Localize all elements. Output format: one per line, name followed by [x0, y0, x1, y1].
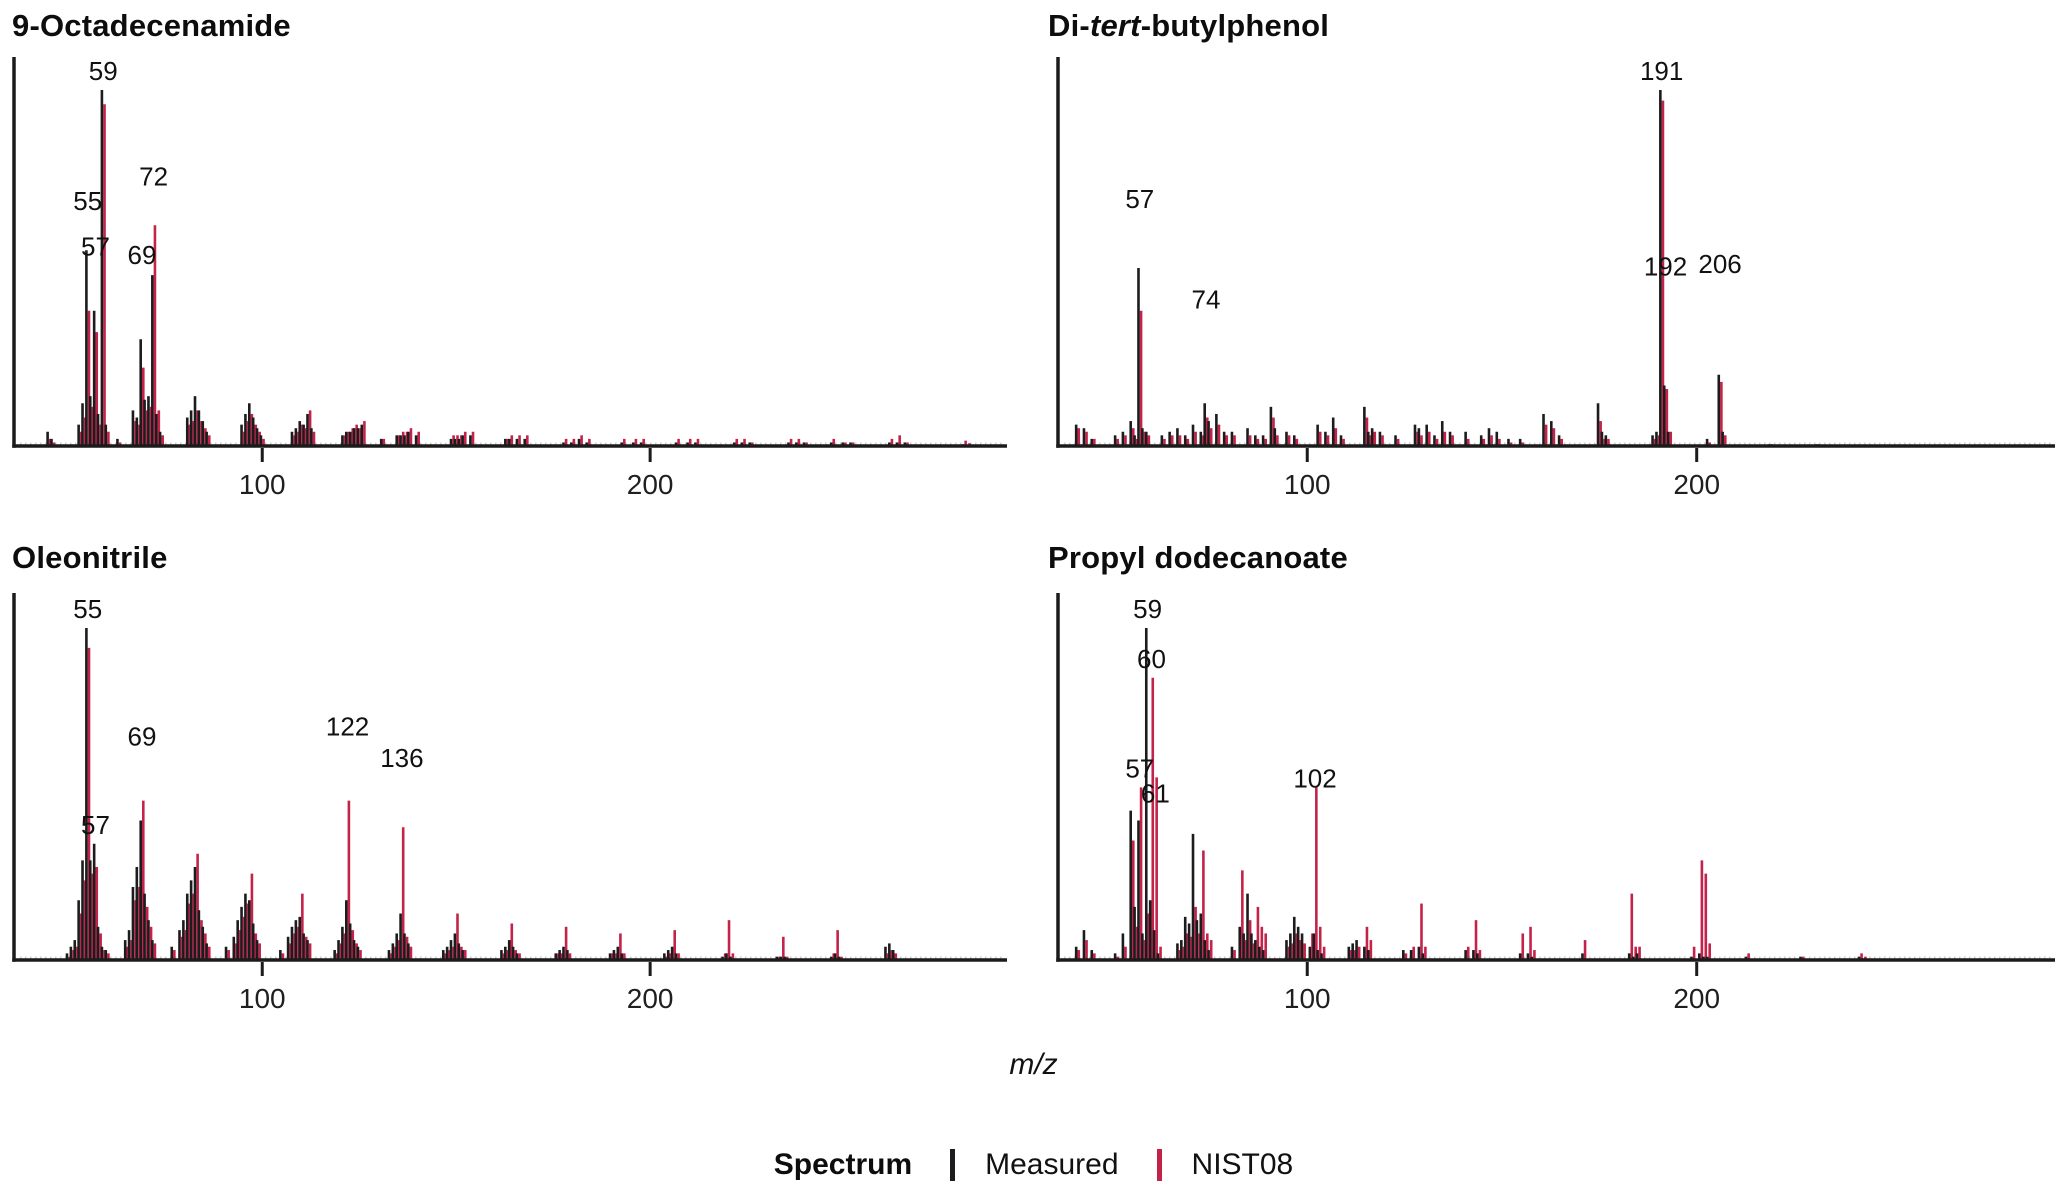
title-italic-text: tert	[1089, 8, 1141, 43]
peak-label: 74	[1192, 284, 1221, 314]
x-axis-tick-label: 200	[627, 983, 674, 1014]
legend-title: Spectrum	[773, 1148, 913, 1181]
x-axis-label: m/z	[1009, 1048, 1058, 1081]
peak-label: 72	[139, 161, 168, 191]
peak-label: 57	[1125, 753, 1154, 783]
peak-label: 192	[1644, 251, 1687, 281]
x-axis-tick-label: 100	[239, 469, 286, 500]
peak-label: 57	[81, 232, 110, 262]
peak-label: 122	[326, 712, 369, 742]
x-axis-tick-label: 200	[1673, 469, 1720, 500]
peak-label: 102	[1293, 763, 1336, 793]
title-text: 9-Octadecenamide	[12, 8, 291, 43]
peak-label: 191	[1640, 56, 1683, 86]
peak-label: 55	[73, 594, 102, 624]
nist08-key-bar-icon	[1156, 1149, 1162, 1181]
title-text: Propyl dodecanoate	[1048, 540, 1348, 575]
peak-label: 60	[1137, 644, 1166, 674]
peak-label: 136	[380, 743, 423, 773]
x-axis-tick-label: 100	[1284, 469, 1331, 500]
title-text: Oleonitrile	[12, 540, 168, 575]
peak-label: 57	[81, 810, 110, 840]
spectrum-panel: 100 200 191 57 74 192 206	[1056, 56, 2055, 500]
peak-label: 59	[89, 56, 118, 86]
panel-title-9-octadecenamide: 9-Octadecenamide	[12, 8, 291, 44]
spectrum-panel: 100 200 55 69 57 122 136	[12, 593, 1007, 1014]
legend-label-measured: Measured	[985, 1148, 1119, 1181]
legend-label-nist08: NIST08	[1191, 1148, 1294, 1181]
x-axis-tick-label: 100	[239, 983, 286, 1014]
title-text: Di-	[1048, 8, 1090, 43]
panel-title-propyl-dodecanoate: Propyl dodecanoate	[1048, 540, 1348, 576]
panel-title-oleonitrile: Oleonitrile	[12, 540, 168, 576]
peak-label: 61	[1141, 778, 1170, 808]
legend-item-measured: Measured	[950, 1148, 1119, 1182]
title-text: -butylphenol	[1140, 8, 1330, 43]
legend-item-nist08: NIST08	[1156, 1148, 1294, 1182]
x-axis-tick-label: 200	[627, 469, 674, 500]
peak-label: 69	[128, 240, 157, 270]
measured-key-bar-icon	[950, 1149, 956, 1181]
x-axis-tick-label: 200	[1673, 983, 1720, 1014]
peak-label: 59	[1133, 594, 1162, 624]
peak-label: 69	[128, 722, 157, 752]
panel-title-di-tert-butylphenol: Di-tert-butylphenol	[1048, 8, 1329, 44]
legend: Spectrum Measured NIST08	[0, 1148, 2067, 1182]
peak-label: 55	[73, 186, 102, 216]
peak-label: 57	[1125, 184, 1154, 214]
x-axis-tick-label: 100	[1284, 983, 1331, 1014]
spectrum-panel: 100 200 59 55 72 57 69	[12, 56, 1007, 500]
peak-label: 206	[1698, 249, 1741, 279]
